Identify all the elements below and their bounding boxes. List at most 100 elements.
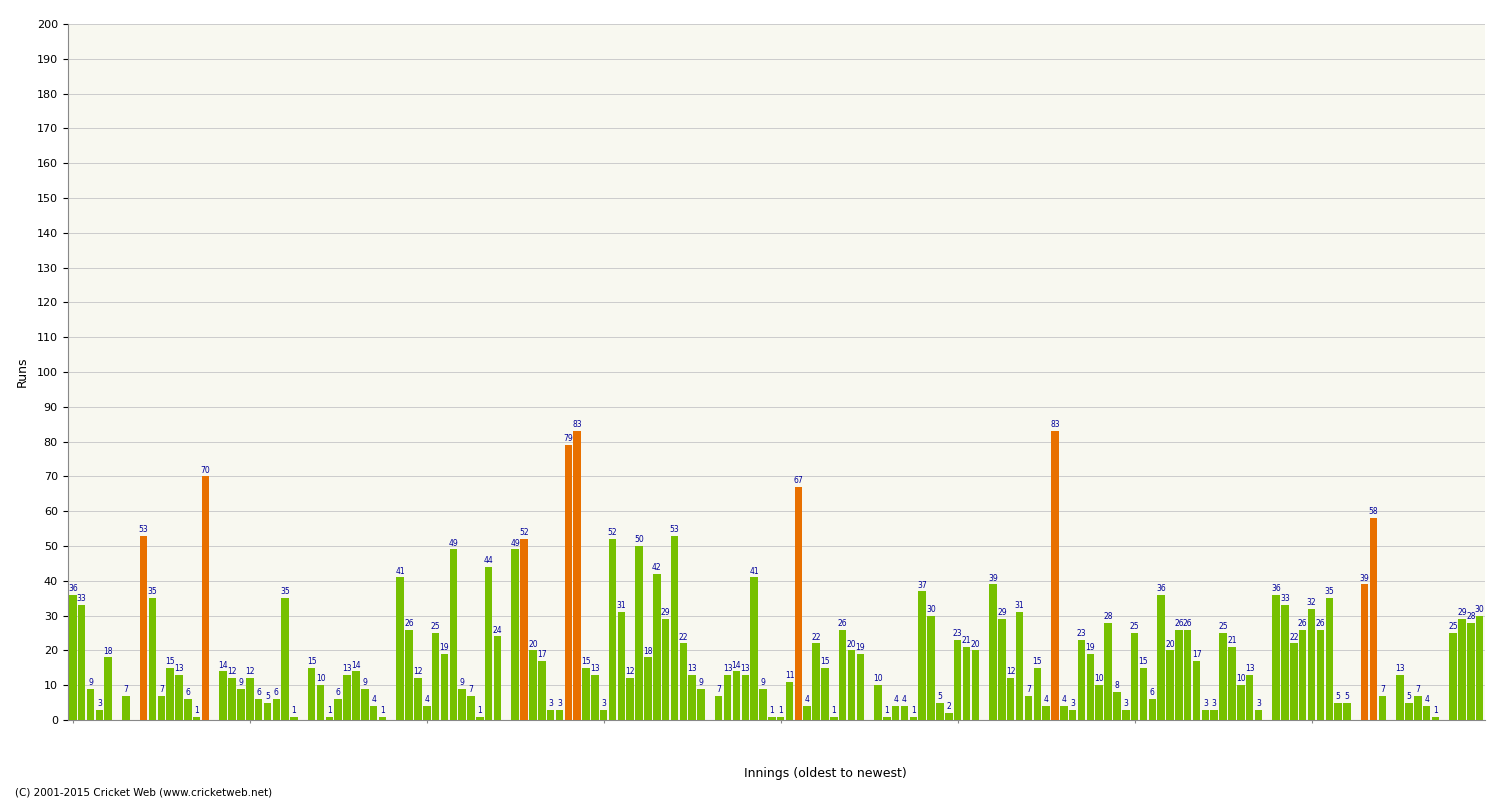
Bar — [255, 699, 262, 720]
Text: 20: 20 — [528, 640, 537, 649]
Bar — [494, 637, 501, 720]
Bar — [1449, 633, 1456, 720]
Text: 7: 7 — [468, 685, 474, 694]
Bar — [414, 678, 422, 720]
Text: 9: 9 — [363, 678, 368, 687]
Bar — [670, 535, 678, 720]
Text: 8: 8 — [1114, 682, 1119, 690]
Bar — [291, 717, 298, 720]
Bar — [87, 689, 94, 720]
Text: 3: 3 — [1212, 699, 1216, 708]
Bar — [378, 717, 387, 720]
Bar — [264, 702, 272, 720]
Text: 6: 6 — [336, 688, 340, 698]
Bar — [1104, 622, 1112, 720]
Text: 79: 79 — [564, 434, 573, 443]
Text: 1: 1 — [770, 706, 774, 714]
Bar — [1070, 710, 1077, 720]
Text: 5: 5 — [1335, 692, 1341, 701]
Bar — [396, 578, 404, 720]
Bar — [1220, 633, 1227, 720]
Bar — [1228, 647, 1236, 720]
Bar — [1086, 654, 1094, 720]
Bar — [680, 643, 687, 720]
Text: 29: 29 — [1456, 608, 1467, 618]
Text: 15: 15 — [165, 657, 176, 666]
Bar — [724, 674, 732, 720]
Text: 15: 15 — [821, 657, 830, 666]
Bar — [627, 678, 634, 720]
Bar — [1254, 710, 1262, 720]
Bar — [741, 674, 748, 720]
Bar — [1342, 702, 1350, 720]
Text: 3: 3 — [98, 699, 102, 708]
Text: 12: 12 — [626, 667, 634, 677]
Text: 7: 7 — [717, 685, 722, 694]
Text: 29: 29 — [998, 608, 1006, 618]
Text: 4: 4 — [1062, 695, 1066, 704]
Bar — [352, 671, 360, 720]
Text: 31: 31 — [616, 602, 626, 610]
Bar — [1192, 661, 1200, 720]
Bar — [1095, 685, 1102, 720]
Bar — [1335, 702, 1342, 720]
Text: 9: 9 — [760, 678, 765, 687]
Bar — [954, 640, 962, 720]
Bar — [936, 702, 944, 720]
Text: 35: 35 — [280, 587, 290, 597]
Bar — [732, 671, 740, 720]
Bar — [847, 650, 855, 720]
Text: 36: 36 — [1156, 584, 1166, 593]
Text: 26: 26 — [839, 618, 848, 628]
Bar — [821, 668, 828, 720]
Text: 3: 3 — [602, 699, 606, 708]
Text: 22: 22 — [1288, 633, 1299, 642]
Bar — [1113, 692, 1120, 720]
Text: 25: 25 — [1218, 622, 1228, 631]
Bar — [884, 717, 891, 720]
Text: 26: 26 — [1298, 618, 1308, 628]
Text: 26: 26 — [1184, 618, 1192, 628]
Bar — [1007, 678, 1014, 720]
Bar — [795, 487, 802, 720]
Text: 9: 9 — [699, 678, 703, 687]
Text: 1: 1 — [327, 706, 332, 714]
Text: 18: 18 — [104, 646, 112, 656]
Text: 33: 33 — [1280, 594, 1290, 603]
Text: 13: 13 — [590, 664, 600, 673]
Text: Innings (oldest to newest): Innings (oldest to newest) — [744, 767, 906, 780]
Text: 44: 44 — [484, 556, 494, 565]
Bar — [909, 717, 916, 720]
Text: 4: 4 — [424, 695, 429, 704]
Text: 23: 23 — [952, 630, 963, 638]
Text: 4: 4 — [894, 695, 898, 704]
Text: 20: 20 — [970, 640, 980, 649]
Text: 3: 3 — [556, 699, 562, 708]
Bar — [786, 682, 794, 720]
Text: 1: 1 — [291, 706, 297, 714]
Text: 70: 70 — [201, 466, 210, 474]
Text: 6: 6 — [186, 688, 190, 698]
Bar — [512, 550, 519, 720]
Text: 3: 3 — [1203, 699, 1208, 708]
Text: 4: 4 — [370, 695, 376, 704]
Bar — [370, 706, 378, 720]
Text: 35: 35 — [147, 587, 158, 597]
Text: 13: 13 — [174, 664, 184, 673]
Text: 31: 31 — [1016, 602, 1025, 610]
Text: 15: 15 — [1138, 657, 1149, 666]
Bar — [1431, 717, 1438, 720]
Text: 49: 49 — [448, 538, 458, 548]
Bar — [237, 689, 244, 720]
Text: 52: 52 — [519, 528, 530, 538]
Text: 4: 4 — [1044, 695, 1048, 704]
Text: 9: 9 — [459, 678, 465, 687]
Bar — [326, 717, 333, 720]
Text: 5: 5 — [266, 692, 270, 701]
Bar — [874, 685, 882, 720]
Bar — [219, 671, 226, 720]
Bar — [555, 710, 562, 720]
Bar — [1060, 706, 1068, 720]
Text: 5: 5 — [1407, 692, 1412, 701]
Bar — [1458, 619, 1466, 720]
